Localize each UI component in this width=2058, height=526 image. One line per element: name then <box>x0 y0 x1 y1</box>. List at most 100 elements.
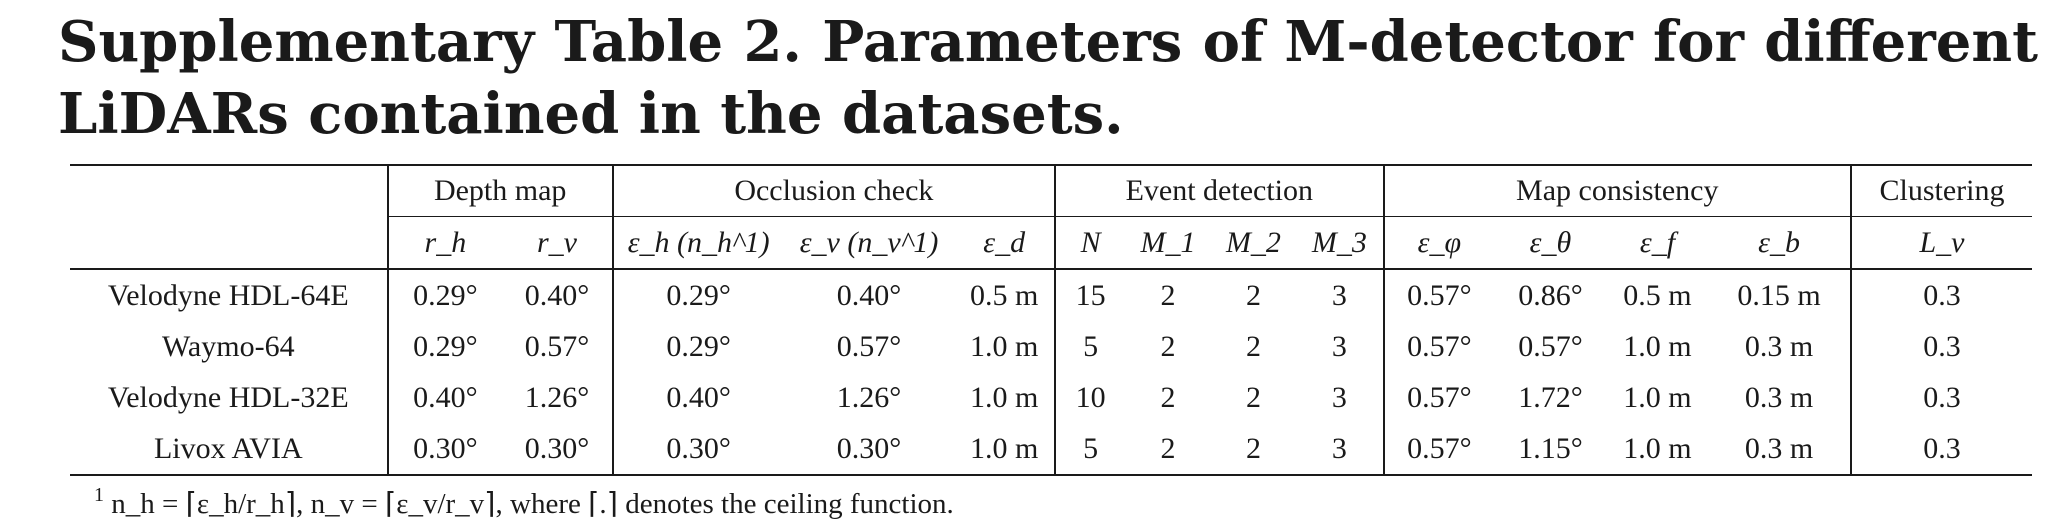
table-cell: 0.40° <box>666 380 731 414</box>
table-cell: 0.30° <box>612 423 784 476</box>
table-cell: 0.57° <box>1383 423 1495 476</box>
symbol-text: ε_f <box>1639 225 1676 259</box>
symbol-header: ε_v (n_v^1) <box>783 216 955 269</box>
table-cell: 1.0 m <box>954 372 1056 423</box>
table-cell: 0.57° <box>502 321 614 372</box>
table-cell: 0.15 m <box>1708 268 1852 321</box>
table-cell: 0.29° <box>612 268 784 321</box>
table-cell: 0.30° <box>783 423 955 476</box>
table-cell: 1.26° <box>836 380 902 414</box>
table-cell: 0.30° <box>387 423 503 476</box>
table-cell: 0.57° <box>1407 329 1472 363</box>
table-cell: 1.0 m <box>1623 380 1692 414</box>
table-cell: 0.40° <box>502 268 614 321</box>
lidar-name-cell: Velodyne HDL-32E <box>70 372 389 423</box>
symbol-header: r_h <box>387 216 503 269</box>
table-cell: 0.40° <box>783 268 955 321</box>
symbol-header: ε_d <box>954 216 1056 269</box>
group-header: Clustering <box>1850 164 2032 217</box>
corner-cell <box>70 216 389 269</box>
table-cell: 2 <box>1125 268 1211 321</box>
symbol-header: M_3 <box>1296 216 1385 269</box>
group-header: Map consistency <box>1383 164 1852 217</box>
table-cell: 0.40° <box>413 380 478 414</box>
group-header-row: Depth map Occlusion check Event detectio… <box>70 164 2032 217</box>
symbol-text: r_v <box>536 225 577 259</box>
table-cell: 10 <box>1075 380 1106 414</box>
symbol-header-row: r_h r_v ε_h (n_h^1) ε_v (n_v^1) ε_d N M_… <box>70 216 2032 269</box>
symbol-header: ε_θ <box>1494 216 1607 269</box>
symbol-text: ε_θ <box>1529 225 1572 259</box>
table-cell: 15 <box>1054 268 1126 321</box>
table-cell: 5 <box>1083 329 1099 363</box>
symbol-text: ε_d <box>983 225 1026 259</box>
symbol-header: N <box>1054 216 1126 269</box>
symbol-text: r_h <box>424 225 467 259</box>
table-cell: 2 <box>1160 329 1176 363</box>
table-cell: 0.3 m <box>1708 372 1852 423</box>
symbol-text: ε_v (n_v^1) <box>799 225 939 259</box>
symbol-text: ε_φ <box>1417 225 1462 259</box>
symbol-text: L_v <box>1919 225 1965 259</box>
table-cell: 5 <box>1054 423 1126 476</box>
symbol-text: N <box>1080 225 1101 259</box>
table-cell: 3 <box>1296 268 1385 321</box>
table-cell: 0.3 <box>1923 380 1961 414</box>
symbol-header: ε_h (n_h^1) <box>612 216 784 269</box>
table-cell: 2 <box>1125 423 1211 476</box>
lidar-name-cell: Livox AVIA <box>70 423 389 476</box>
table-row: Velodyne HDL-32E 0.40° 1.26° 0.40° 1.26° 1.0 … <box>70 372 2032 423</box>
table-cell: 3 <box>1296 321 1385 372</box>
footnote-marker: 1 <box>94 484 104 506</box>
table-cell: 0.57° <box>1407 380 1472 414</box>
lidar-name-cell: Waymo-64 <box>70 321 389 372</box>
corner-cell <box>70 164 389 217</box>
table-cell: 0.57° <box>1383 268 1495 321</box>
table-cell: 1.0 m <box>1623 329 1692 363</box>
footnote-text: n_h = ⌈ε_h/r_h⌉, n_v = ⌈ε_v/r_v⌉, where … <box>111 488 954 520</box>
table-cell: 3 <box>1296 423 1385 476</box>
table-body: Velodyne HDL-64E 0.29° 0.40° 0.29° 0.40° 0.5 … <box>70 268 2032 476</box>
group-header: Depth map <box>387 164 614 217</box>
symbol-text: M_3 <box>1311 225 1367 259</box>
table-cell: 3 <box>1296 372 1385 423</box>
symbol-text: M_1 <box>1140 225 1196 259</box>
symbol-header: M_2 <box>1210 216 1297 269</box>
symbol-header: L_v <box>1850 216 2032 269</box>
table-row: Waymo-64 0.29° 0.57° 0.29° 0.57° 1.0 m 5 2 2 3 0.5… <box>70 321 2032 372</box>
symbol-text: M_2 <box>1225 225 1281 259</box>
table-cell: 0.29° <box>387 268 503 321</box>
symbol-header: ε_f <box>1606 216 1709 269</box>
table-cell: 2 <box>1160 380 1176 414</box>
group-header: Event detection <box>1054 164 1385 217</box>
table-cell: 2 <box>1210 423 1297 476</box>
table-cell: 0.29° <box>413 329 478 363</box>
symbol-header: M_1 <box>1125 216 1211 269</box>
table-row: Velodyne HDL-64E 0.29° 0.40° 0.29° 0.40° 0.5 … <box>70 268 2032 321</box>
footnote: 1 n_h = ⌈ε_h/r_h⌉, n_v = ⌈ε_v/r_v⌉, wher… <box>94 484 954 521</box>
symbol-text: ε_h (n_h^1) <box>627 225 770 259</box>
group-header: Occlusion check <box>612 164 1056 217</box>
symbol-header: ε_b <box>1708 216 1852 269</box>
table-cell: 0.29° <box>666 329 731 363</box>
caption-text: . Parameters of M-detector for different… <box>58 9 2038 147</box>
table-cell: 0.57° <box>836 329 902 363</box>
table-cell: 0.3 m <box>1708 423 1852 476</box>
table-cell: 0.3 <box>1850 268 2032 321</box>
table-cell: 1.0 m <box>954 321 1056 372</box>
parameters-table: Depth map Occlusion check Event detectio… <box>70 164 2032 476</box>
table-cell: 0.57° <box>1518 329 1583 363</box>
symbol-header: ε_φ <box>1383 216 1495 269</box>
table-caption: Supplementary Table 2. Parameters of M-d… <box>58 6 2038 150</box>
table-cell: 1.26° <box>502 372 614 423</box>
table-cell: 0.86° <box>1494 268 1607 321</box>
table-cell: 0.5 m <box>1606 268 1709 321</box>
symbol-header: r_v <box>502 216 614 269</box>
table-cell: 2 <box>1245 329 1261 363</box>
table-cell: 2 <box>1245 380 1261 414</box>
table-cell: 0.3 m <box>1708 321 1852 372</box>
table-cell: 2 <box>1210 268 1297 321</box>
table-cell: 1.0 m <box>954 423 1056 476</box>
table-cell: 0.5 m <box>954 268 1056 321</box>
